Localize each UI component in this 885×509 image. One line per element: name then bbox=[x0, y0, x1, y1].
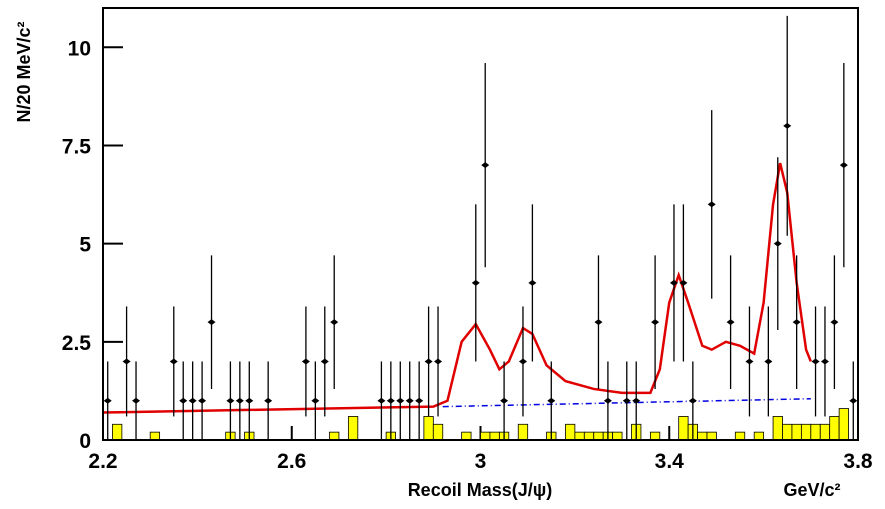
x-tick-label: 2.2 bbox=[88, 450, 117, 473]
histogram-bar bbox=[574, 431, 585, 441]
histogram-bar bbox=[593, 431, 604, 441]
data-point bbox=[424, 358, 433, 365]
histogram-bar bbox=[678, 416, 689, 441]
data-point bbox=[311, 397, 320, 404]
histogram-bar bbox=[800, 423, 812, 441]
data-point bbox=[811, 358, 820, 365]
histogram-bar bbox=[829, 416, 840, 441]
data-point bbox=[434, 358, 443, 365]
histogram-bar bbox=[489, 431, 500, 441]
data-point bbox=[207, 319, 216, 326]
data-point bbox=[188, 397, 197, 404]
x-tick-label: 3.4 bbox=[655, 450, 685, 473]
data-point bbox=[264, 397, 273, 404]
data-point bbox=[792, 319, 801, 326]
data-point bbox=[622, 397, 631, 404]
histogram-bar bbox=[753, 431, 765, 441]
plot-area: 2.2 2.6 3 3.4 3.8 0 2.5 5 7.5 10 bbox=[62, 15, 873, 473]
data-point bbox=[651, 319, 660, 326]
y-axis-label: N/20 MeV/c² bbox=[14, 21, 34, 122]
histogram-bar bbox=[461, 431, 472, 441]
data-point bbox=[707, 201, 716, 208]
histogram-bar bbox=[791, 423, 802, 441]
data-point bbox=[235, 397, 244, 404]
histogram-bar bbox=[583, 431, 595, 441]
data-point bbox=[103, 397, 112, 404]
y-tick-label: 7.5 bbox=[62, 135, 92, 158]
histogram-bar bbox=[423, 416, 434, 441]
data-point bbox=[471, 279, 480, 286]
data-point bbox=[169, 358, 178, 365]
histogram-bar bbox=[697, 431, 708, 441]
y-tick-label: 0 bbox=[79, 430, 91, 453]
x-axis-unit: GeV/c² bbox=[783, 480, 840, 500]
histogram-bar bbox=[480, 431, 491, 441]
data-point bbox=[726, 319, 735, 326]
histogram-bar bbox=[734, 431, 746, 441]
frame bbox=[102, 7, 859, 441]
data-point bbox=[594, 319, 603, 326]
x-tick-label: 3 bbox=[475, 450, 487, 473]
data-point bbox=[783, 122, 792, 129]
data-point bbox=[132, 397, 141, 404]
data-point bbox=[386, 397, 395, 404]
histogram-bar bbox=[149, 431, 161, 441]
data-point bbox=[396, 397, 405, 404]
data-point bbox=[122, 358, 131, 365]
histogram-bar bbox=[432, 423, 444, 441]
histogram-bar bbox=[329, 431, 340, 441]
data-point bbox=[632, 397, 641, 404]
histogram-bar bbox=[772, 416, 783, 441]
data-point bbox=[764, 358, 773, 365]
histogram-bar bbox=[565, 423, 576, 441]
data-point bbox=[415, 397, 424, 404]
data-point bbox=[330, 319, 339, 326]
histogram-bar bbox=[612, 431, 623, 441]
data-point bbox=[773, 240, 782, 247]
data-point bbox=[830, 319, 839, 326]
data-point bbox=[226, 397, 235, 404]
fit-curve bbox=[102, 162, 812, 414]
data-point bbox=[405, 397, 414, 404]
data-point bbox=[301, 358, 310, 365]
data-point bbox=[320, 358, 329, 365]
data-point bbox=[528, 279, 537, 286]
data-point bbox=[481, 162, 490, 169]
histogram-bar bbox=[517, 423, 529, 441]
data-point bbox=[500, 397, 509, 404]
data-point bbox=[849, 397, 858, 404]
histogram-bar bbox=[112, 423, 123, 441]
histogram-bar bbox=[782, 423, 793, 441]
histogram-bar bbox=[819, 423, 831, 441]
data-point bbox=[679, 279, 688, 286]
data-point bbox=[179, 397, 188, 404]
histogram-bar bbox=[838, 408, 849, 441]
data-point bbox=[198, 397, 207, 404]
y-tick-label: 10 bbox=[68, 37, 91, 60]
data-point bbox=[377, 397, 386, 404]
histogram-bar bbox=[649, 431, 661, 441]
histogram-bar bbox=[706, 431, 717, 441]
data-point bbox=[839, 162, 848, 169]
data-point bbox=[745, 358, 754, 365]
y-tick-label: 5 bbox=[79, 234, 91, 257]
data-point bbox=[245, 397, 254, 404]
data-point bbox=[547, 397, 556, 404]
x-tick-label: 3.8 bbox=[843, 450, 873, 473]
histogram-bar bbox=[347, 416, 359, 441]
x-tick-label: 2.6 bbox=[277, 450, 306, 473]
data-point bbox=[603, 397, 612, 404]
data-point bbox=[669, 279, 678, 286]
data-point bbox=[518, 358, 527, 365]
data-point bbox=[688, 397, 697, 404]
data-point bbox=[820, 358, 829, 365]
y-tick-label: 2.5 bbox=[62, 332, 92, 355]
histogram-bar bbox=[810, 423, 821, 441]
x-axis-label: Recoil Mass(J/ψ) bbox=[408, 480, 553, 500]
